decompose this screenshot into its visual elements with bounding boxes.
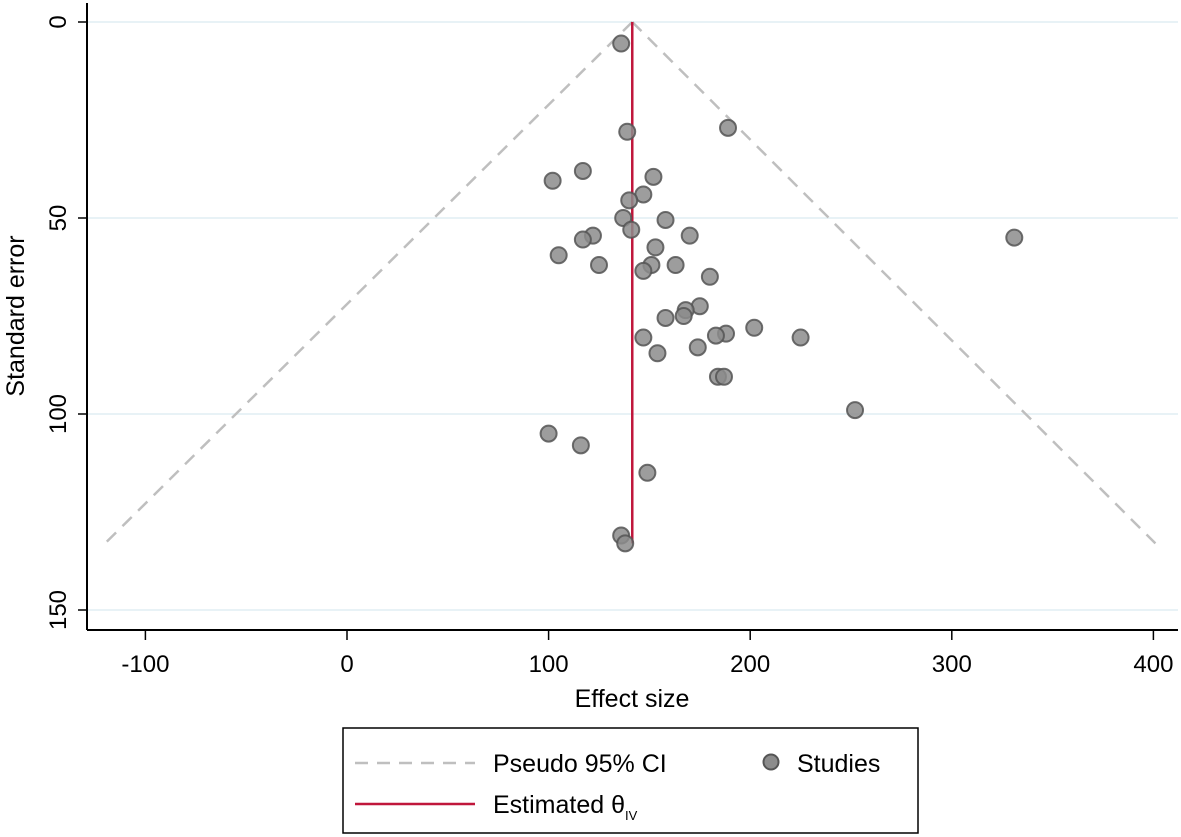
- x-axis-title: Effect size: [575, 685, 690, 713]
- study-point: [571, 436, 590, 455]
- study-point: [590, 256, 608, 275]
- legend: Pseudo 95% CI Studies Estimated θIV: [342, 727, 919, 834]
- legend-studies-marker: [762, 753, 780, 771]
- y-tick-label: 150: [45, 590, 72, 630]
- x-tick-label: 100: [529, 651, 569, 678]
- study-point: [543, 171, 562, 190]
- study-point: [618, 122, 637, 141]
- x-ticks: -100 0 100 200 300 400: [121, 630, 1173, 678]
- y-tick-label: 0: [45, 15, 72, 28]
- study-point: [666, 256, 685, 275]
- x-tick-label: 0: [340, 651, 353, 678]
- study-point: [648, 344, 667, 363]
- study-point: [646, 238, 665, 257]
- study-point: [714, 367, 733, 386]
- study-point: [680, 226, 699, 245]
- legend-box: [342, 727, 919, 834]
- study-point: [706, 326, 725, 345]
- y-tick-label: 100: [45, 394, 72, 434]
- study-point: [745, 318, 764, 337]
- axes: [86, 3, 1178, 631]
- study-point: [573, 230, 592, 249]
- y-axis-title: Standard error: [2, 235, 30, 396]
- study-point: [719, 118, 738, 137]
- study-point: [573, 161, 592, 180]
- study-point: [539, 424, 558, 443]
- study-points: [539, 34, 1024, 553]
- study-point: [1005, 228, 1024, 247]
- legend-studies-label: Studies: [797, 750, 880, 778]
- x-tick-label: -100: [121, 651, 169, 678]
- study-point: [846, 401, 865, 420]
- legend-estimate-label: Estimated θIV: [493, 791, 638, 823]
- pseudo-ci-left: [104, 21, 634, 545]
- legend-estimate-subscript: IV: [625, 808, 638, 823]
- study-point: [634, 261, 653, 280]
- study-point: [674, 307, 693, 325]
- x-tick-label: 200: [730, 651, 770, 678]
- x-tick-label: 300: [932, 651, 972, 678]
- study-point: [688, 338, 707, 357]
- x-tick-label: 400: [1133, 651, 1173, 678]
- study-point: [700, 267, 719, 286]
- study-point: [622, 220, 641, 239]
- study-point: [620, 191, 639, 210]
- study-point: [549, 246, 568, 265]
- study-point: [612, 34, 631, 53]
- study-point: [656, 308, 675, 327]
- y-tick-label: 50: [45, 205, 72, 232]
- y-ticks: 0 50 100 150: [45, 15, 87, 630]
- legend-ci-label: Pseudo 95% CI: [493, 750, 667, 778]
- study-point: [791, 328, 810, 347]
- study-point: [634, 328, 653, 347]
- legend-estimate-text: Estimated θ: [493, 791, 625, 819]
- pseudo-ci-lines: [104, 21, 1157, 545]
- study-point: [638, 463, 657, 482]
- study-point: [656, 210, 675, 229]
- study-point: [616, 534, 635, 553]
- study-point: [644, 167, 663, 186]
